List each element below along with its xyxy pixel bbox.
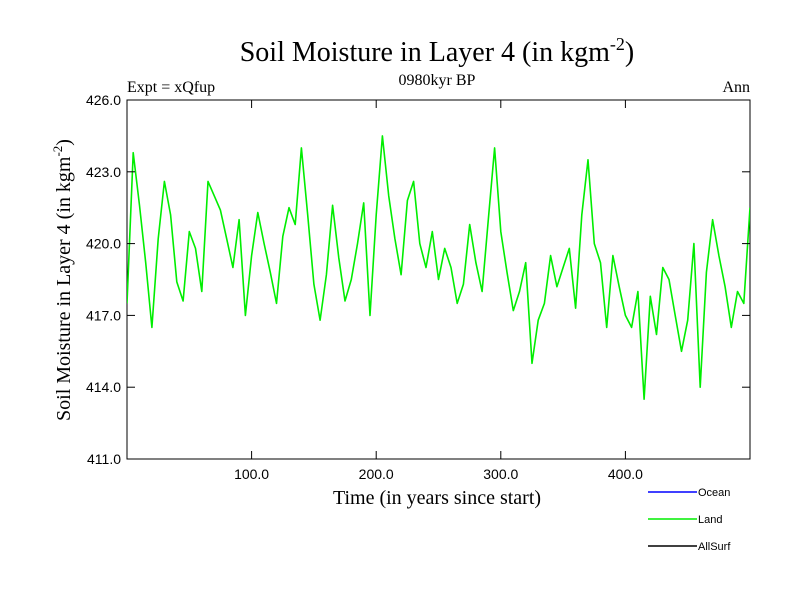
y-tick-label: 414.0 xyxy=(86,379,121,395)
x-tick-label: 200.0 xyxy=(359,466,394,482)
x-tick-label: 100.0 xyxy=(234,466,269,482)
plot-frame xyxy=(126,99,751,460)
x-tick-label: 300.0 xyxy=(483,466,518,482)
y-axis-label-close: ) xyxy=(53,139,75,146)
season-label: Ann xyxy=(722,79,750,96)
legend: Ocean Land AllSurf xyxy=(648,487,731,553)
chart-title-main: Soil Moisture in Layer 4 (in kgm xyxy=(240,37,610,68)
chart-title-superscript: -2 xyxy=(610,34,625,54)
chart-title-close: ) xyxy=(625,37,634,68)
legend-label-allsurf: AllSurf xyxy=(698,541,731,553)
x-tick-label: 400.0 xyxy=(608,466,643,482)
y-tick-label: 417.0 xyxy=(86,307,121,323)
legend-label-ocean: Ocean xyxy=(698,487,730,499)
y-axis-label-superscript: -2 xyxy=(50,146,65,157)
y-tick-label: 420.0 xyxy=(86,236,121,252)
chart-title: Soil Moisture in Layer 4 (in kgm-2) xyxy=(240,34,635,68)
x-axis-label: Time (in years since start) xyxy=(333,487,541,509)
y-axis-label-main: Soil Moisture in Layer 4 (in kgm xyxy=(53,156,75,421)
y-tick-label: 411.0 xyxy=(87,451,121,467)
legend-label-land: Land xyxy=(698,514,722,526)
period-label: 0980kyr BP xyxy=(399,72,476,89)
series-land-line xyxy=(127,135,750,401)
y-tick-label: 423.0 xyxy=(86,164,121,180)
x-axis-ticks: 100.0 200.0 300.0 400.0 xyxy=(234,100,643,482)
experiment-label: Expt = xQfup xyxy=(127,79,215,96)
y-axis-ticks: 411.0 414.0 417.0 420.0 423.0 426.0 xyxy=(86,92,750,467)
y-axis-label: Soil Moisture in Layer 4 (in kgm-2) xyxy=(50,139,75,421)
y-tick-label: 426.0 xyxy=(86,92,121,108)
